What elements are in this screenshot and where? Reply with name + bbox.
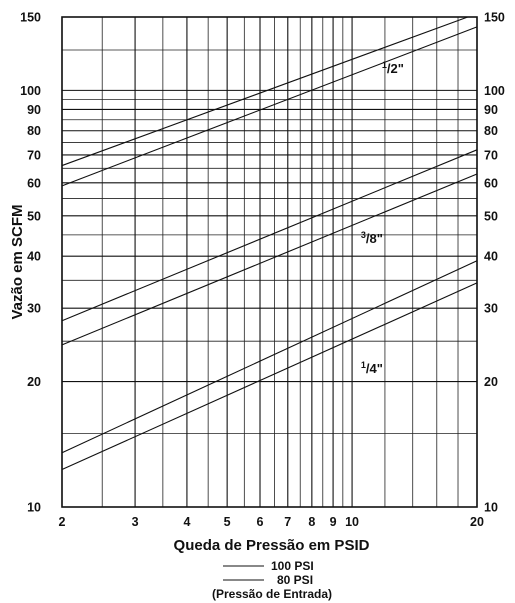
x-tick-label: 20	[470, 515, 484, 529]
pipe-size-label: 1/4"	[361, 360, 383, 376]
y-tick-label-right: 80	[484, 124, 498, 138]
y-axis-title: Vazão em SCFM	[9, 204, 26, 319]
y-tick-label-left: 10	[27, 501, 41, 515]
y-tick-label-right: 40	[484, 250, 498, 264]
pipe-size-numerator: 1	[361, 360, 366, 370]
y-tick-label-left: 90	[27, 103, 41, 117]
pipe-size-numerator: 3	[361, 230, 366, 240]
y-tick-label-left: 60	[27, 176, 41, 190]
series-line	[61, 26, 478, 187]
x-tick-label: 6	[257, 515, 264, 529]
y-tick-label-right: 100	[484, 84, 505, 98]
x-tick-label: 9	[330, 515, 337, 529]
y-tick-label-right: 10	[484, 501, 498, 515]
pipe-size-denominator: /4"	[366, 361, 383, 376]
series-line	[61, 16, 468, 167]
x-tick-label: 10	[345, 515, 359, 529]
y-tick-label-left: 100	[20, 84, 41, 98]
series-line	[61, 149, 478, 322]
legend-entry-80-psi: 80 PSI	[277, 573, 313, 587]
plot-frame	[61, 16, 478, 508]
y-tick-label-right: 70	[484, 148, 498, 162]
y-tick-label-left: 20	[27, 375, 41, 389]
series-lines	[61, 16, 478, 471]
pipe-size-label: 1/2"	[382, 60, 404, 76]
x-tick-label: 5	[224, 515, 231, 529]
y-tick-label-left: 150	[20, 11, 41, 25]
x-tick-label: 7	[284, 515, 291, 529]
y-tick-label-left: 30	[27, 302, 41, 316]
y-tick-label-right: 30	[484, 302, 498, 316]
pipe-size-denominator: /8"	[366, 231, 383, 246]
curve-labels: 1/2" 3/8" 1/4"	[361, 60, 404, 376]
x-axis-title: Queda de Pressão em PSID	[174, 537, 370, 554]
legend: 100 PSI 80 PSI (Pressão de Entrada)	[212, 559, 332, 601]
y-tick-label-right: 150	[484, 11, 505, 25]
y-tick-label-right: 90	[484, 103, 498, 117]
x-tick-label: 3	[132, 515, 139, 529]
legend-entry-100-psi: 100 PSI	[271, 559, 314, 573]
pipe-size-denominator: /2"	[387, 61, 404, 76]
series-line	[61, 260, 478, 454]
series-line	[61, 282, 478, 471]
pipe-size-label: 3/8"	[361, 230, 383, 246]
y-tick-label-right: 20	[484, 375, 498, 389]
x-tick-label: 4	[183, 515, 190, 529]
y-tick-label-right: 50	[484, 209, 498, 223]
y-tick-label-left: 40	[27, 250, 41, 264]
legend-caption: (Pressão de Entrada)	[212, 587, 332, 601]
series-line	[61, 173, 478, 346]
pipe-size-numerator: 1	[382, 60, 387, 70]
y-tick-label-left: 80	[27, 124, 41, 138]
y-tick-label-left: 50	[27, 209, 41, 223]
minor-gridlines	[62, 17, 477, 507]
x-tick-label: 8	[308, 515, 315, 529]
y-tick-label-right: 60	[484, 176, 498, 190]
y-tick-label-left: 70	[27, 148, 41, 162]
x-tick-label: 2	[59, 515, 66, 529]
